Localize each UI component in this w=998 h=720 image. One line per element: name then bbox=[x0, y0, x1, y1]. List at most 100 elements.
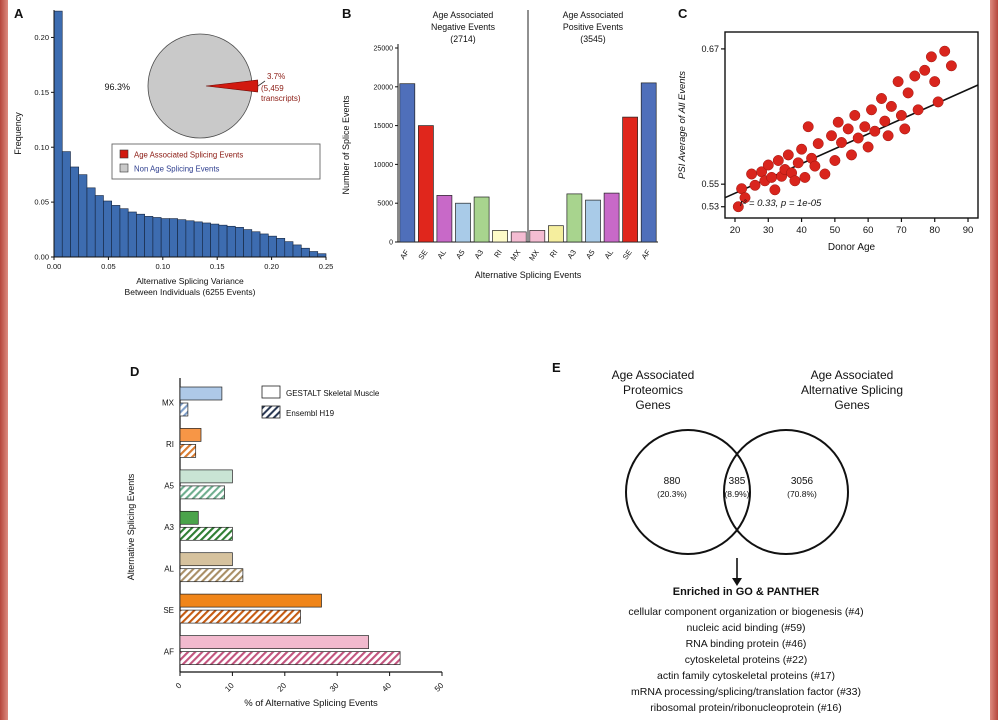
venn-right-circle bbox=[723, 429, 849, 555]
splice-axes: 0 5000 10000 15000 20000 25000 AF SE AL A5 A3 RI MX M… bbox=[341, 10, 658, 280]
svg-text:0.25: 0.25 bbox=[319, 262, 334, 271]
svg-text:15000: 15000 bbox=[374, 123, 394, 130]
venn-left-title-line: Age Associated bbox=[611, 368, 695, 382]
svg-text:Frequency: Frequency bbox=[13, 112, 23, 155]
svg-text:60: 60 bbox=[863, 225, 874, 236]
venn-arrow-head bbox=[732, 578, 742, 586]
svg-text:90: 90 bbox=[963, 225, 974, 236]
svg-text:5000: 5000 bbox=[377, 201, 393, 208]
svg-text:0.67: 0.67 bbox=[701, 44, 719, 54]
svg-text:RI: RI bbox=[492, 248, 504, 259]
svg-text:AL: AL bbox=[603, 248, 616, 261]
venn-diagram bbox=[625, 429, 849, 586]
svg-text:20: 20 bbox=[276, 681, 289, 694]
panel-e-venn: E Age Associated Proteomics Genes Age As… bbox=[540, 356, 990, 718]
svg-text:Between Individuals (6255 Even: Between Individuals (6255 Events) bbox=[125, 287, 256, 297]
svg-text:AL: AL bbox=[435, 248, 448, 261]
right-edge-strip bbox=[990, 0, 998, 720]
svg-text:40: 40 bbox=[796, 225, 807, 236]
scatter-points: r² = 0.33, p = 1e-05 bbox=[724, 45, 979, 213]
venn-term: RNA binding protein (#46) bbox=[685, 638, 807, 650]
svg-text:3.7%: 3.7% bbox=[267, 72, 285, 81]
venn-right-title-line: Genes bbox=[834, 398, 870, 412]
svg-text:AF: AF bbox=[164, 647, 174, 656]
event-percentage-bar-chart: MX RI A5 A3 AL SE AF 0 10 20 30 40 50 % of Alternativ… bbox=[126, 378, 446, 709]
svg-text:0.20: 0.20 bbox=[264, 262, 279, 271]
svg-text:RI: RI bbox=[166, 440, 174, 449]
svg-text:MX: MX bbox=[509, 248, 523, 262]
svg-text:MX: MX bbox=[527, 248, 541, 262]
venn-left-count-pct: (20.3%) bbox=[657, 489, 687, 499]
pct-bars bbox=[179, 386, 401, 665]
svg-text:0: 0 bbox=[389, 240, 393, 247]
svg-text:transcripts): transcripts) bbox=[261, 94, 301, 103]
venn-left-title-line: Genes bbox=[635, 398, 671, 412]
svg-text:0.53: 0.53 bbox=[701, 202, 719, 212]
svg-text:20000: 20000 bbox=[374, 84, 394, 91]
svg-text:Age Associated Splicing Events: Age Associated Splicing Events bbox=[134, 151, 243, 160]
svg-text:50: 50 bbox=[433, 681, 446, 694]
svg-text:0.10: 0.10 bbox=[155, 262, 170, 271]
venn-term: cellular component organization or bioge… bbox=[628, 606, 864, 618]
svg-text:(3545): (3545) bbox=[580, 34, 605, 44]
svg-text:0.15: 0.15 bbox=[34, 88, 49, 97]
histogram-axes: 0.00 0.05 0.10 0.15 0.20 0.00 0.05 0.10 0.15 0.20… bbox=[13, 10, 333, 297]
svg-text:(2714): (2714) bbox=[450, 34, 475, 44]
venn-overlap-count-pct: (8.9%) bbox=[724, 489, 750, 499]
venn-left-count: 880 (20.3%) bbox=[636, 476, 708, 500]
svg-text:PSI Average of All Events: PSI Average of All Events bbox=[677, 71, 688, 179]
venn-right-title-line: Age Associated bbox=[810, 368, 894, 382]
venn-left-title-line: Proteomics bbox=[622, 383, 684, 397]
panel-b-splice-events: B 0 5000 10000 15000 20000 25000 AF SE AL A5 A3 RI M… bbox=[336, 2, 668, 297]
svg-text:0.10: 0.10 bbox=[34, 143, 49, 152]
svg-text:20: 20 bbox=[730, 225, 741, 236]
panel-b-label: B bbox=[342, 6, 352, 21]
venn-term: nucleic acid binding (#59) bbox=[686, 622, 806, 634]
venn-term: actin family cytoskeletal proteins (#17) bbox=[657, 670, 835, 682]
svg-text:(5,459: (5,459 bbox=[261, 84, 284, 93]
svg-text:10: 10 bbox=[223, 681, 236, 694]
svg-text:SE: SE bbox=[621, 248, 634, 261]
pct-legend: GESTALT Skeletal Muscle Ensembl H19 bbox=[261, 385, 380, 419]
svg-text:Alternative Splicing Events: Alternative Splicing Events bbox=[475, 270, 582, 280]
svg-text:Negative Events: Negative Events bbox=[431, 22, 496, 32]
svg-text:Ensembl H19: Ensembl H19 bbox=[286, 409, 335, 418]
svg-text:MX: MX bbox=[162, 399, 175, 408]
venn-term: ribosomal protein/ribonucleoprotein (#16… bbox=[650, 702, 842, 714]
svg-text:0: 0 bbox=[174, 681, 184, 691]
svg-text:0.00: 0.00 bbox=[34, 253, 49, 262]
svg-text:40: 40 bbox=[380, 681, 393, 694]
venn-right-count: 3056 (70.8%) bbox=[766, 476, 838, 500]
svg-text:30: 30 bbox=[328, 681, 341, 694]
svg-text:0.55: 0.55 bbox=[701, 179, 719, 189]
panel-d-label: D bbox=[130, 364, 140, 379]
svg-text:A5: A5 bbox=[164, 482, 174, 491]
panel-c-scatter: C 20 30 40 50 60 70 80 90 0.53 0.55 0.67 Donor Age P… bbox=[670, 2, 994, 264]
venn-terms-list: cellular component organization or bioge… bbox=[540, 604, 952, 716]
panel-e-label: E bbox=[552, 360, 561, 375]
svg-text:0.15: 0.15 bbox=[210, 262, 225, 271]
svg-text:80: 80 bbox=[929, 225, 940, 236]
venn-right-count-value: 3056 bbox=[790, 476, 814, 487]
svg-text:SE: SE bbox=[163, 606, 174, 615]
svg-text:Age Associated: Age Associated bbox=[433, 10, 494, 20]
svg-text:30: 30 bbox=[763, 225, 774, 236]
svg-text:25000: 25000 bbox=[374, 46, 394, 53]
svg-text:A3: A3 bbox=[565, 248, 578, 261]
venn-right-count-pct: (70.8%) bbox=[787, 489, 817, 499]
venn-right-title: Age Associated Alternative Splicing Gene… bbox=[752, 368, 952, 413]
variance-histogram-chart: 0.00 0.05 0.10 0.15 0.20 0.00 0.05 0.10 0.15 0.20… bbox=[13, 10, 333, 297]
svg-text:RI: RI bbox=[548, 248, 560, 259]
venn-term: cytoskeletal proteins (#22) bbox=[684, 654, 808, 666]
left-edge-strip bbox=[0, 0, 8, 720]
svg-text:Positive Events: Positive Events bbox=[563, 22, 624, 32]
svg-text:Non Age Splicing Events: Non Age Splicing Events bbox=[134, 165, 219, 174]
svg-text:A3: A3 bbox=[164, 523, 174, 532]
svg-text:AF: AF bbox=[639, 248, 652, 261]
svg-text:SE: SE bbox=[416, 248, 429, 261]
svg-text:Alternative Splicing Variance: Alternative Splicing Variance bbox=[136, 276, 244, 286]
svg-text:0.05: 0.05 bbox=[101, 262, 116, 271]
svg-text:0.05: 0.05 bbox=[34, 198, 49, 207]
